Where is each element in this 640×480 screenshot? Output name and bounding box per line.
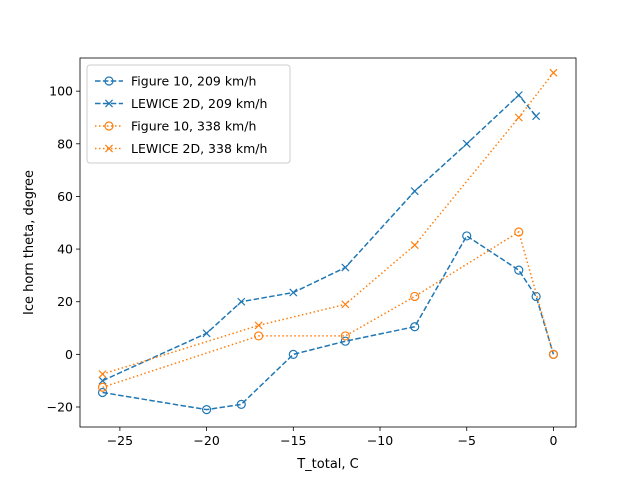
legend-entry: LEWICE 2D, 338 km/h: [95, 141, 267, 156]
y-axis-label: Ice horn theta, degree: [22, 170, 37, 315]
legend-entry: LEWICE 2D, 209 km/h: [95, 96, 267, 111]
data-point: [202, 329, 211, 338]
y-tick-label: 60: [57, 189, 73, 204]
data-point: [288, 349, 298, 359]
series-line: [102, 72, 555, 375]
legend-entry: Figure 10, 209 km/h: [95, 74, 256, 89]
data-point: [410, 187, 419, 196]
data-point: [548, 349, 559, 359]
series-3: [97, 227, 559, 392]
legend-marker: [104, 99, 114, 108]
data-point: [236, 399, 246, 409]
data-point: [462, 231, 472, 241]
series-line: [102, 234, 555, 411]
series-2: [98, 91, 541, 385]
data-point: [98, 370, 107, 379]
x-tick-label: −10: [367, 433, 393, 448]
data-point: [237, 297, 246, 306]
data-point: [549, 68, 558, 77]
series-1: [97, 231, 559, 415]
x-axis: −25 −20 −15 −10 −5 0: [107, 427, 557, 448]
data-point: [341, 263, 350, 272]
data-point: [97, 382, 108, 392]
y-tick-label: 80: [57, 136, 73, 151]
legend-label: LEWICE 2D, 209 km/h: [131, 96, 267, 111]
data-point: [341, 300, 350, 309]
legend-marker: [104, 144, 114, 153]
data-point: [202, 405, 212, 415]
legend-marker: [104, 76, 114, 86]
data-point: [254, 331, 264, 341]
data-point: [514, 91, 523, 100]
y-tick-label: 40: [57, 242, 73, 257]
data-point: [97, 387, 108, 398]
legend-label: Figure 10, 209 km/h: [131, 74, 256, 89]
data-point: [514, 113, 523, 122]
y-tick-label: 100: [49, 84, 73, 99]
x-tick-label: −15: [280, 433, 306, 448]
legend-box: [86, 64, 291, 164]
data-point: [462, 139, 471, 148]
x-tick-label: 0: [549, 433, 557, 448]
legend: Figure 10, 209 km/h LEWICE 2D, 209 km/h Fi…: [86, 64, 291, 164]
x-tick-label: −20: [193, 433, 219, 448]
x-tick-label: −5: [458, 433, 476, 448]
data-point: [410, 291, 420, 302]
legend-label: Figure 10, 338 km/h: [131, 119, 256, 134]
legend-label: LEWICE 2D, 338 km/h: [131, 141, 267, 156]
x-tick-label: −25: [107, 433, 133, 448]
data-point: [254, 321, 263, 330]
series-line: [102, 230, 555, 388]
data-point: [514, 265, 524, 275]
data-point: [340, 331, 350, 341]
legend-marker: [104, 121, 114, 131]
y-axis: −20 0 20 40 60 80 100: [47, 84, 80, 414]
plot-frame: [79, 57, 577, 428]
data-point: [410, 241, 419, 250]
x-axis-label: T_total, C: [296, 457, 359, 472]
data-point: [532, 112, 541, 121]
y-tick-label: −20: [47, 399, 73, 414]
series-4: [98, 68, 558, 379]
y-tick-label: 0: [65, 347, 73, 362]
data-point: [289, 288, 298, 297]
legend-entry: Figure 10, 338 km/h: [95, 119, 256, 134]
y-tick-label: 20: [57, 294, 73, 309]
data-point: [410, 322, 420, 332]
data-point: [514, 227, 524, 237]
data-point: [340, 336, 350, 346]
data-point: [98, 376, 107, 385]
